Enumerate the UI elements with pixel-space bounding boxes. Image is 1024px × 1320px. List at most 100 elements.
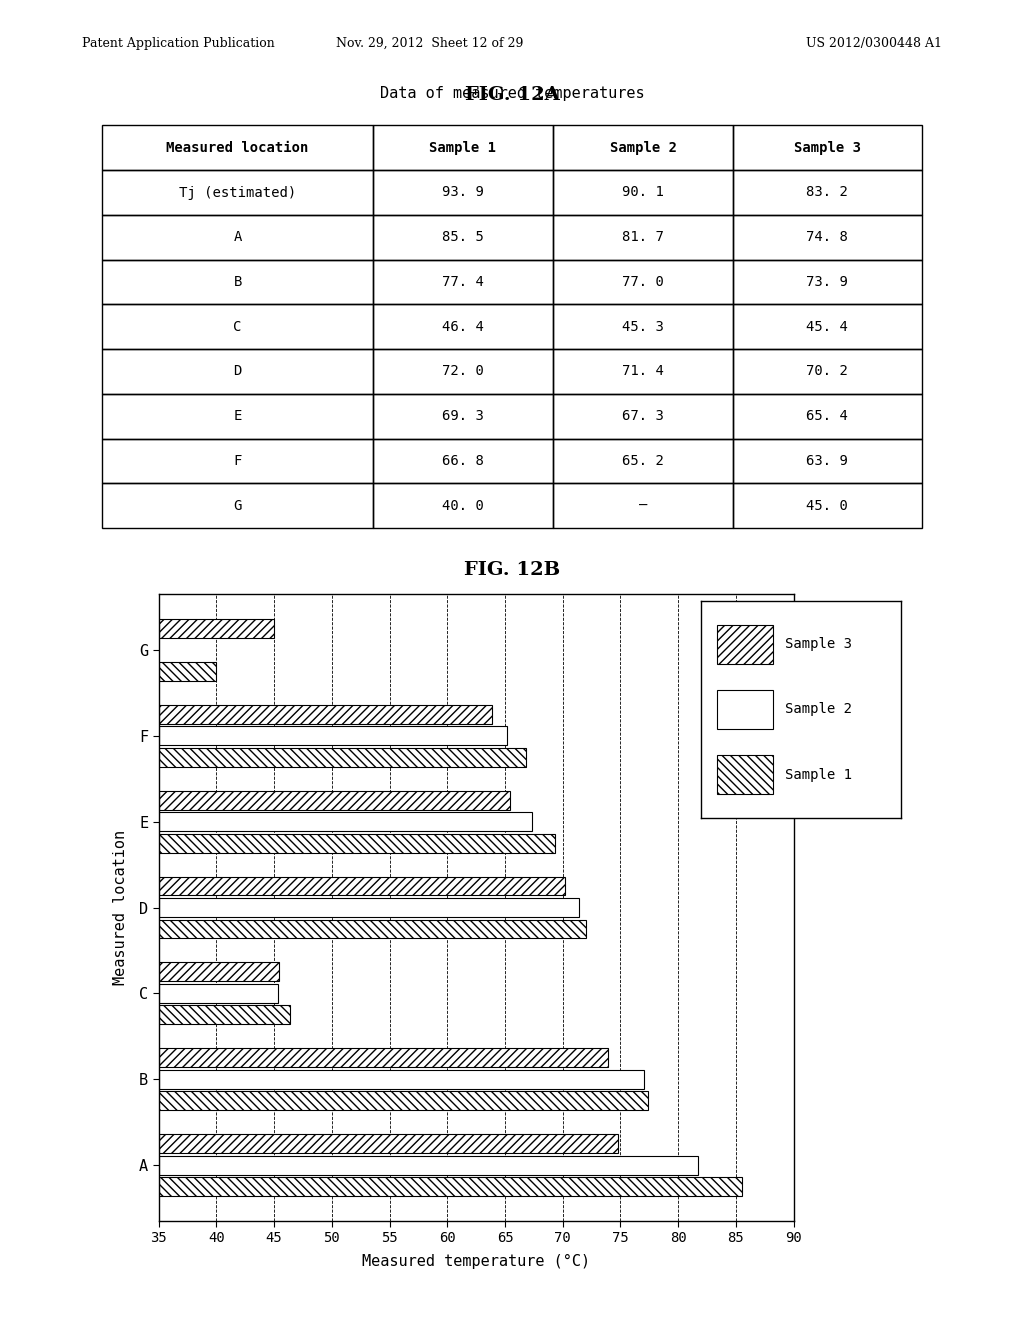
Text: Sample 1: Sample 1: [785, 768, 852, 781]
Bar: [718, 690, 773, 729]
Text: Tj (estimated): Tj (estimated): [179, 186, 296, 199]
Bar: [159, 1177, 741, 1196]
Bar: [159, 791, 510, 809]
Bar: [553, 170, 733, 215]
Bar: [159, 876, 565, 895]
Bar: [373, 348, 553, 393]
Text: 45. 0: 45. 0: [807, 499, 848, 512]
Text: 67. 3: 67. 3: [623, 409, 664, 424]
Text: Sample 1: Sample 1: [429, 141, 497, 154]
Text: 90. 1: 90. 1: [623, 186, 664, 199]
Bar: [718, 755, 773, 795]
Bar: [373, 305, 553, 348]
Bar: [733, 393, 922, 438]
Text: 66. 8: 66. 8: [442, 454, 483, 467]
Bar: [102, 438, 373, 483]
Bar: [373, 393, 553, 438]
Text: G: G: [233, 499, 242, 512]
Bar: [159, 962, 279, 981]
Text: 77. 4: 77. 4: [442, 275, 483, 289]
Bar: [553, 125, 733, 170]
Bar: [102, 393, 373, 438]
Text: Nov. 29, 2012  Sheet 12 of 29: Nov. 29, 2012 Sheet 12 of 29: [337, 37, 523, 50]
Text: 65. 2: 65. 2: [623, 454, 664, 467]
Text: US 2012/0300448 A1: US 2012/0300448 A1: [806, 37, 942, 50]
Bar: [733, 483, 922, 528]
Text: Sample 2: Sample 2: [785, 702, 852, 717]
Text: 83. 2: 83. 2: [807, 186, 848, 199]
Bar: [373, 483, 553, 528]
Bar: [553, 260, 733, 305]
Bar: [102, 170, 373, 215]
Bar: [733, 260, 922, 305]
Text: 85. 5: 85. 5: [442, 230, 483, 244]
Text: Data of measured temperatures: Data of measured temperatures: [380, 86, 644, 102]
Text: Patent Application Publication: Patent Application Publication: [82, 37, 274, 50]
Bar: [159, 705, 493, 723]
Text: B: B: [233, 275, 242, 289]
Bar: [159, 747, 525, 767]
Bar: [159, 898, 579, 917]
Text: 63. 9: 63. 9: [807, 454, 848, 467]
Bar: [102, 483, 373, 528]
Text: A: A: [233, 230, 242, 244]
Bar: [373, 438, 553, 483]
Text: 72. 0: 72. 0: [442, 364, 483, 379]
Bar: [553, 438, 733, 483]
Text: 45. 4: 45. 4: [807, 319, 848, 334]
Bar: [373, 170, 553, 215]
Bar: [159, 1069, 643, 1089]
Text: D: D: [233, 364, 242, 379]
Bar: [373, 260, 553, 305]
Bar: [553, 393, 733, 438]
Bar: [102, 305, 373, 348]
Text: Measured location: Measured location: [166, 141, 309, 154]
Text: 93. 9: 93. 9: [442, 186, 483, 199]
Text: 74. 8: 74. 8: [807, 230, 848, 244]
Bar: [733, 305, 922, 348]
Bar: [159, 1092, 648, 1110]
Text: 65. 4: 65. 4: [807, 409, 848, 424]
Text: Sample 2: Sample 2: [609, 141, 677, 154]
Bar: [733, 125, 922, 170]
Bar: [373, 125, 553, 170]
Bar: [553, 348, 733, 393]
Bar: [159, 661, 216, 681]
Text: 40. 0: 40. 0: [442, 499, 483, 512]
Bar: [553, 483, 733, 528]
Bar: [733, 170, 922, 215]
Bar: [159, 726, 507, 746]
Text: FIG. 12A: FIG. 12A: [465, 86, 559, 104]
Text: 46. 4: 46. 4: [442, 319, 483, 334]
Text: Sample 3: Sample 3: [794, 141, 861, 154]
Bar: [159, 1006, 291, 1024]
Bar: [159, 1156, 697, 1175]
Text: Sample 3: Sample 3: [785, 638, 852, 651]
Bar: [159, 834, 555, 853]
Text: 73. 9: 73. 9: [807, 275, 848, 289]
Text: F: F: [233, 454, 242, 467]
Text: 77. 0: 77. 0: [623, 275, 664, 289]
Bar: [102, 260, 373, 305]
Text: 69. 3: 69. 3: [442, 409, 483, 424]
Bar: [159, 812, 531, 832]
Text: 81. 7: 81. 7: [623, 230, 664, 244]
Text: C: C: [233, 319, 242, 334]
Bar: [733, 215, 922, 260]
Text: FIG. 12B: FIG. 12B: [464, 561, 560, 579]
X-axis label: Measured temperature (°C): Measured temperature (°C): [362, 1254, 590, 1269]
Text: 45. 3: 45. 3: [623, 319, 664, 334]
Bar: [159, 1134, 618, 1154]
Bar: [733, 438, 922, 483]
Text: 70. 2: 70. 2: [807, 364, 848, 379]
Bar: [159, 619, 274, 638]
Bar: [553, 215, 733, 260]
Y-axis label: Measured location: Measured location: [113, 830, 128, 985]
Bar: [553, 305, 733, 348]
Text: –: –: [639, 499, 647, 512]
Bar: [159, 1048, 608, 1068]
Bar: [102, 125, 373, 170]
Bar: [733, 348, 922, 393]
Text: 71. 4: 71. 4: [623, 364, 664, 379]
Bar: [102, 215, 373, 260]
